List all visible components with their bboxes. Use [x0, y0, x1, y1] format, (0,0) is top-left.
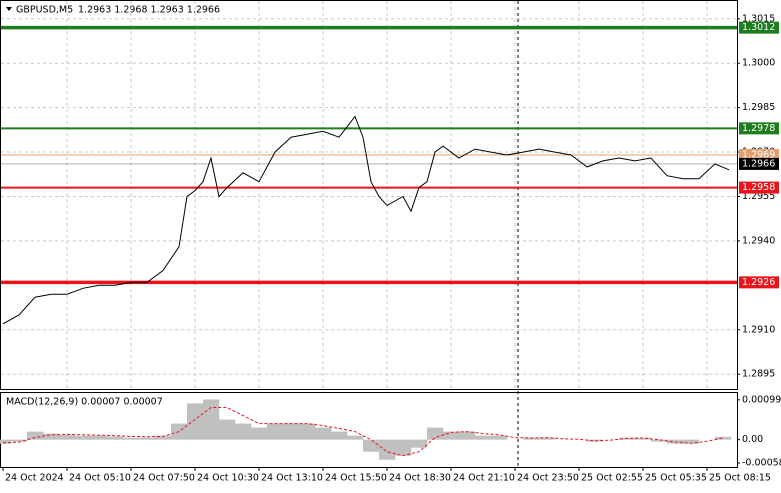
- y-tick-label: -0.00058: [742, 457, 781, 468]
- y-tick-label: 1.3000: [742, 58, 775, 69]
- signal-line: [2, 407, 724, 457]
- y-tick-label: 1.2895: [742, 369, 775, 380]
- level-label: 1.3012: [742, 22, 775, 33]
- macd-bar: [27, 431, 44, 440]
- y-tick-label: 1.3015: [742, 13, 775, 24]
- macd-bar: [331, 431, 348, 440]
- x-tick-label: 25 Oct 05:35: [645, 473, 707, 484]
- x-tick-label: 24 Oct 2024: [5, 473, 64, 484]
- y-tick-label: 1.2985: [742, 102, 775, 113]
- macd-bar: [219, 419, 236, 440]
- price-line: [2, 115, 730, 325]
- y-tick-label: 1.2955: [742, 191, 775, 202]
- y-tick-label: 0.00: [742, 434, 763, 445]
- macd-bar: [75, 435, 92, 440]
- macd-bar: [315, 427, 332, 440]
- macd-bar: [283, 423, 300, 440]
- level-label: 1.2969: [742, 150, 775, 161]
- macd-bar: [683, 439, 700, 444]
- y-tick-label: 1.2910: [742, 324, 775, 335]
- level-label: 1.2958: [742, 182, 775, 193]
- y-tick-label: 0.00099: [742, 394, 781, 405]
- macd-bar: [491, 435, 508, 440]
- x-tick-label: 24 Oct 18:30: [389, 473, 451, 484]
- price-panel: [0, 0, 738, 390]
- macd-title: MACD(12,26,9) 0.00007 0.00007: [6, 397, 163, 408]
- x-tick-label: 24 Oct 10:30: [197, 473, 259, 484]
- macd-bar: [203, 399, 220, 440]
- x-tick-label: 24 Oct 05:10: [69, 473, 131, 484]
- macd-bar: [267, 423, 284, 440]
- macd-bar: [59, 434, 76, 440]
- macd-bar: [43, 433, 60, 440]
- level-label: 1.2978: [742, 123, 775, 134]
- macd-bar: [379, 439, 396, 460]
- level-label: 1.2966: [742, 158, 775, 169]
- macd-bar: [187, 403, 204, 440]
- macd-bar: [299, 423, 316, 440]
- x-tick-label: 24 Oct 13:10: [261, 473, 323, 484]
- macd-bar: [635, 437, 652, 440]
- macd-bar: [411, 439, 428, 448]
- x-tick-label: 24 Oct 15:50: [325, 473, 387, 484]
- macd-bar: [363, 439, 380, 452]
- macd-panel: [0, 392, 738, 468]
- symbol: GBPUSD,M5: [16, 5, 73, 16]
- y-tick-label: 1.2940: [742, 235, 775, 246]
- menu-icon: [6, 7, 12, 11]
- macd-bar: [523, 437, 540, 440]
- macd-bar: [235, 423, 252, 440]
- level-label-box: [739, 122, 779, 135]
- macd-bar: [443, 431, 460, 440]
- level-label-box: [739, 157, 779, 170]
- macd-bar: [123, 437, 140, 440]
- macd-bar: [715, 436, 732, 440]
- x-tick-label: 24 Oct 23:50: [517, 473, 579, 484]
- level-label-box: [739, 21, 779, 34]
- macd-bar: [251, 427, 268, 440]
- x-tick-label: 25 Oct 08:15: [709, 473, 771, 484]
- macd-bar: [539, 437, 556, 440]
- x-tick-label: 25 Oct 02:55: [581, 473, 643, 484]
- level-label-box: [739, 181, 779, 194]
- macd-bar: [155, 435, 172, 440]
- x-tick-label: 24 Oct 21:10: [453, 473, 515, 484]
- macd-bar: [395, 439, 412, 456]
- macd-bar: [11, 439, 28, 442]
- macd-bar: [651, 439, 668, 442]
- level-label-box: [739, 276, 779, 289]
- macd-bar: [347, 435, 364, 440]
- level-label: 1.2926: [742, 277, 775, 288]
- macd-bar: [475, 435, 492, 440]
- macd-bar: [107, 436, 124, 440]
- x-tick-label: 24 Oct 07:50: [133, 473, 195, 484]
- macd-bar: [0, 439, 12, 444]
- macd-bar: [139, 437, 156, 440]
- macd-bar: [459, 431, 476, 440]
- macd-bar: [91, 435, 108, 440]
- macd-bar: [427, 427, 444, 440]
- ohlc: 1.2963 1.2968 1.2963 1.2966: [78, 5, 220, 16]
